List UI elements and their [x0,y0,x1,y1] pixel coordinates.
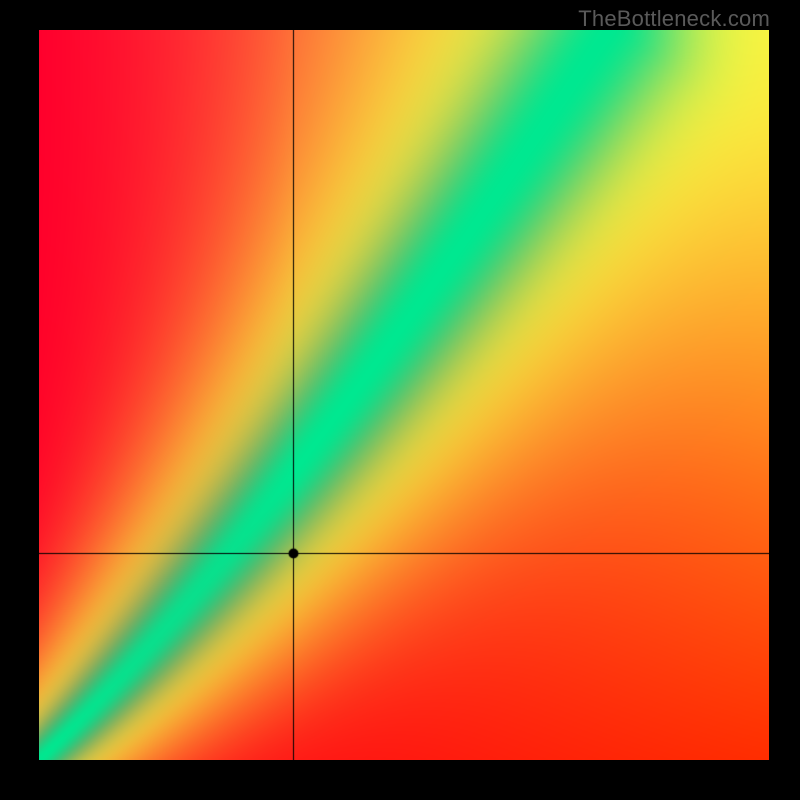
watermark-text: TheBottleneck.com [578,6,770,32]
bottleneck-heatmap [39,30,769,760]
chart-container: { "chart": { "type": "heatmap", "canvas_… [0,0,800,800]
